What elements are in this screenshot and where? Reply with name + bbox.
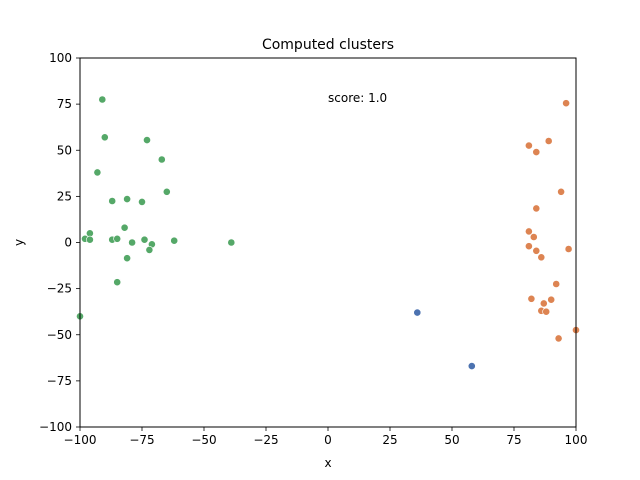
y-tick-label: 50	[57, 143, 72, 157]
data-point	[145, 245, 154, 254]
score-annotation: score: 1.0	[328, 91, 387, 105]
data-point	[467, 362, 476, 370]
data-point	[157, 155, 166, 164]
x-axis-ticks: −100 −75 −50 −25 0 25 50 75 100	[64, 427, 588, 447]
y-axis-label: y	[12, 239, 26, 246]
y-tick-label: 0	[64, 236, 72, 250]
y-tick-label: 75	[57, 97, 72, 111]
data-point	[93, 168, 102, 177]
data-point	[525, 242, 533, 251]
y-axis-ticks: −100 −75 −50 −25 0 25 50 75 100	[39, 51, 80, 434]
data-point	[547, 295, 556, 304]
y-tick-label: −50	[47, 328, 72, 342]
data-point	[552, 280, 561, 288]
data-point	[532, 204, 541, 213]
data-point	[557, 187, 565, 196]
x-tick-label: −100	[64, 433, 97, 447]
x-tick-label: 50	[444, 433, 459, 447]
data-point	[123, 254, 131, 263]
data-point	[162, 187, 171, 196]
data-point	[128, 238, 136, 247]
data-point	[544, 137, 553, 145]
x-tick-label: −25	[253, 433, 278, 447]
data-point	[86, 235, 94, 244]
y-tick-label: 25	[57, 189, 72, 203]
y-tick-label: −75	[47, 374, 72, 388]
data-point	[113, 278, 122, 287]
data-point	[227, 238, 236, 247]
data-point	[525, 141, 533, 150]
data-point	[113, 234, 122, 243]
data-point	[564, 245, 573, 253]
chart-title: Computed clusters	[262, 37, 394, 53]
data-points	[76, 95, 580, 370]
x-tick-label: −50	[191, 433, 216, 447]
y-tick-label: −25	[47, 282, 72, 296]
x-axis-label: x	[324, 456, 331, 470]
data-point	[413, 308, 422, 317]
data-point	[100, 133, 109, 142]
x-tick-label: 75	[506, 433, 521, 447]
data-point	[537, 253, 546, 262]
data-point	[527, 294, 536, 303]
data-point	[170, 236, 179, 245]
data-point	[138, 197, 146, 206]
data-point	[120, 223, 129, 232]
x-tick-label: 100	[565, 433, 588, 447]
y-tick-label: −100	[39, 420, 72, 434]
x-tick-label: −75	[129, 433, 154, 447]
plot-area	[80, 58, 576, 427]
data-point	[542, 307, 551, 316]
data-point	[108, 197, 117, 205]
data-point	[532, 246, 541, 255]
data-point	[143, 136, 151, 144]
data-point	[98, 95, 107, 104]
data-point	[562, 99, 570, 108]
data-point	[140, 235, 149, 244]
data-point	[529, 233, 538, 241]
x-tick-label: 0	[324, 433, 332, 447]
y-tick-label: 100	[49, 51, 72, 65]
data-point	[123, 195, 131, 203]
data-point	[554, 334, 563, 343]
x-tick-label: 25	[382, 433, 397, 447]
data-point	[539, 299, 548, 308]
data-point	[532, 148, 541, 156]
data-point	[525, 227, 533, 236]
